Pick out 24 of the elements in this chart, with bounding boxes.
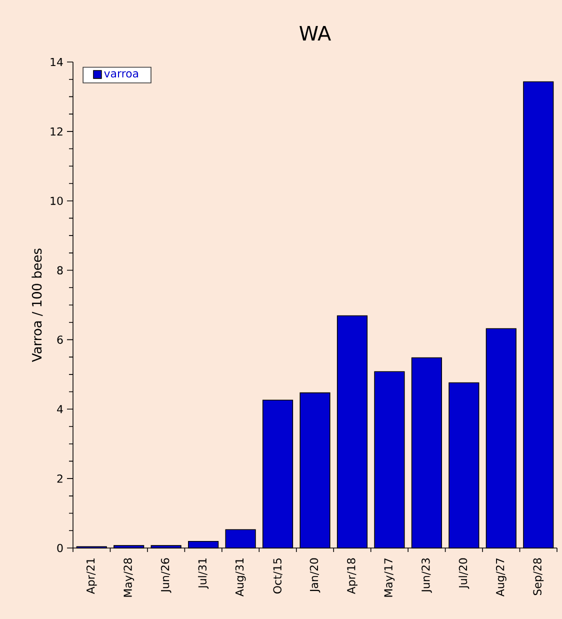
x-tick-label: Aug/27 bbox=[496, 558, 506, 596]
x-tick-label: Sep/28 bbox=[533, 558, 544, 596]
x-tick-label: Aug/31 bbox=[235, 558, 246, 596]
x-tick-label: May/28 bbox=[124, 558, 134, 597]
x-tick-label: Apr/18 bbox=[347, 558, 358, 594]
x-tick-label: May/17 bbox=[384, 558, 395, 597]
y-tick-label: 8 bbox=[57, 266, 63, 274]
y-axis-title: Varroa / 100 bees bbox=[32, 248, 43, 362]
x-tick-label: Jan/20 bbox=[310, 558, 320, 593]
y-tick-label: 2 bbox=[57, 474, 62, 483]
x-tick-label: Jun/26 bbox=[160, 558, 172, 593]
y-tick-label: 10 bbox=[50, 196, 63, 205]
x-tick-label: Apr/21 bbox=[86, 558, 97, 594]
y-tick-label: 14 bbox=[50, 58, 63, 66]
x-tick-label: Oct/15 bbox=[273, 558, 282, 594]
x-tick-label: Jul/31 bbox=[198, 558, 209, 589]
y-tick-label: 12 bbox=[50, 127, 62, 136]
x-tick-label: Jul/20 bbox=[458, 558, 470, 589]
x-tick-label: Jun/23 bbox=[422, 558, 432, 593]
y-tick-label: 0 bbox=[57, 544, 63, 552]
y-tick-label: 4 bbox=[57, 405, 63, 414]
legend-label: varroa bbox=[104, 71, 138, 78]
chart-title: WA bbox=[300, 26, 331, 40]
y-tick-label: 6 bbox=[57, 336, 63, 344]
